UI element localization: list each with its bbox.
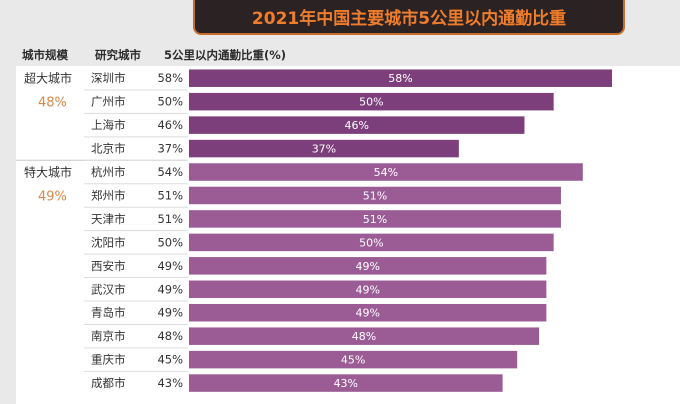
bar-data-label: 49% (355, 307, 379, 320)
city-label: 上海市 (91, 118, 126, 132)
bar-data-label: 37% (312, 143, 336, 156)
value-label: 46% (157, 118, 183, 132)
city-label: 郑州市 (91, 188, 126, 202)
chart-panel: 超大城市 48% 特大城市 49% 深圳市 58% 58% 广州市 50% 50% 上海市 46% 46… (16, 66, 680, 404)
bar (189, 327, 540, 345)
city-label: 天津市 (91, 212, 126, 226)
value-label: 51% (157, 212, 183, 226)
bar-chart: 超大城市 48% 特大城市 49% 深圳市 58% 58% 广州市 50% 50% 上海市 46% 46… (16, 69, 612, 392)
value-label: 51% (157, 188, 183, 202)
bar-data-label: 50% (359, 236, 383, 249)
city-label: 重庆市 (91, 353, 126, 367)
bar (189, 139, 459, 158)
bar-data-label: 49% (355, 283, 379, 296)
bar (189, 163, 583, 181)
value-label: 50% (157, 95, 183, 109)
value-label: 50% (157, 235, 183, 249)
bar (189, 210, 561, 228)
bar-data-label: 58% (388, 72, 412, 85)
value-label: 43% (157, 376, 183, 390)
bar-data-label: 45% (341, 354, 365, 367)
value-label: 49% (157, 282, 183, 296)
bar (189, 69, 612, 87)
city-label: 西安市 (91, 259, 126, 273)
bar (189, 280, 547, 299)
bar (189, 116, 525, 134)
group-share-label: 48% (38, 96, 67, 111)
value-label: 49% (157, 306, 183, 320)
city-label: 深圳市 (91, 71, 126, 85)
bar-data-label: 50% (359, 96, 383, 109)
city-label: 北京市 (91, 142, 126, 156)
header-commute-share: 5公里以内通勤比重(%) (164, 48, 287, 62)
group-name-label: 超大城市 (24, 71, 72, 86)
bar (189, 303, 547, 322)
city-label: 青岛市 (91, 306, 126, 320)
value-label: 45% (157, 353, 183, 367)
city-label: 广州市 (91, 95, 126, 109)
city-label: 武汉市 (91, 282, 126, 296)
city-label: 杭州市 (91, 165, 126, 179)
bar-data-label: 54% (374, 166, 398, 179)
value-label: 54% (157, 165, 183, 179)
value-label: 37% (157, 142, 183, 156)
bar-data-label: 43% (334, 377, 358, 390)
value-label: 48% (157, 329, 183, 343)
bar (189, 186, 561, 205)
bar-data-label: 51% (363, 189, 387, 202)
city-label: 沈阳市 (91, 235, 126, 249)
city-label: 南京市 (91, 329, 126, 343)
bar-data-label: 51% (363, 213, 387, 226)
chart-title: 2021年中国主要城市5公里以内通勤比重 (193, 0, 625, 35)
bar (189, 257, 547, 275)
value-label: 58% (157, 71, 183, 85)
bar (189, 233, 554, 252)
city-label: 成都市 (91, 376, 126, 390)
header-research-city: 研究城市 (95, 48, 141, 62)
group-share-label: 49% (38, 189, 67, 204)
bar-data-label: 48% (352, 330, 376, 343)
bar (189, 374, 503, 392)
group-name-label: 特大城市 (24, 164, 72, 179)
bar-data-label: 49% (355, 260, 379, 273)
value-label: 49% (157, 259, 183, 273)
header-city-size: 城市规模 (22, 48, 68, 62)
bar-data-label: 46% (345, 119, 369, 132)
bar (189, 92, 554, 111)
bar (189, 350, 518, 369)
